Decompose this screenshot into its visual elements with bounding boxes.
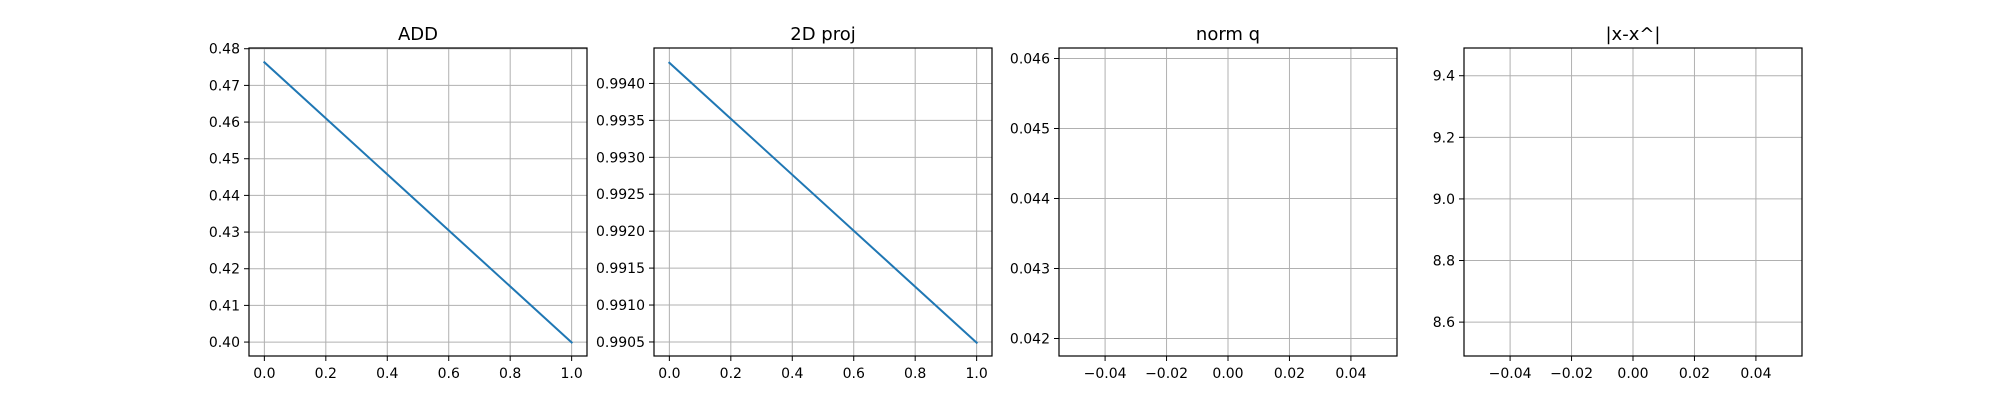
x-tick-label: 0.6 (843, 366, 865, 382)
x-tick-label: 0.2 (720, 366, 742, 382)
x-tick-label: 0.6 (438, 366, 460, 382)
axes-frame (653, 47, 993, 357)
y-tick-label: 0.9930 (596, 150, 645, 166)
y-tick-label: 0.44 (209, 188, 240, 204)
y-tick-label: 9.4 (1433, 69, 1455, 85)
y-tick-label: 0.046 (1010, 52, 1050, 68)
x-tick-label: 0.04 (1740, 366, 1771, 382)
x-tick-label: 0.2 (315, 366, 337, 382)
y-tick-label: 0.45 (209, 152, 240, 168)
y-tick-label: 0.46 (209, 115, 240, 131)
y-tick-label: 0.043 (1010, 262, 1050, 278)
chart-title: ADD (398, 24, 438, 45)
y-tick-label: 9.2 (1433, 130, 1455, 146)
y-tick-label: 0.48 (209, 42, 240, 58)
x-tick-label: 0.02 (1274, 366, 1305, 382)
x-tick-label: 0.8 (499, 366, 521, 382)
x-tick-label: 0.0 (253, 366, 275, 382)
y-tick-label: 0.43 (209, 225, 240, 241)
y-tick-label: 0.042 (1010, 332, 1050, 348)
y-tick-label: 0.9920 (596, 224, 645, 240)
chart-title: |x-x^| (1605, 24, 1660, 45)
chart-2d-proj: 2D proj 0.0 0.2 0.4 0.6 0.8 1.0 0.9905 0.9910 0.… (596, 24, 993, 382)
x-tick-label: −0.02 (1145, 366, 1188, 382)
y-tick-label: 0.40 (209, 335, 240, 351)
y-tick-label: 0.9910 (596, 298, 645, 314)
y-tick-label: 0.9925 (596, 187, 645, 203)
x-tick-label: 0.0 (658, 366, 680, 382)
x-tick-label: 0.00 (1212, 366, 1243, 382)
y-tick-label: 0.41 (209, 298, 240, 314)
y-tick-label: 8.6 (1433, 315, 1455, 331)
y-tick-label: 9.0 (1433, 192, 1455, 208)
y-tick-label: 0.9905 (596, 335, 645, 351)
series-line (667, 61, 979, 345)
y-tick-label: 0.42 (209, 262, 240, 278)
x-tick-label: 0.8 (904, 366, 926, 382)
x-tick-label: 1.0 (561, 366, 583, 382)
x-tick-label: −0.04 (1084, 366, 1127, 382)
x-tick-label: 1.0 (966, 366, 988, 382)
y-tick-label: 0.045 (1010, 122, 1050, 138)
y-tick-label: 0.47 (209, 78, 240, 94)
axes-frame (248, 47, 588, 357)
y-tick-label: 0.9935 (596, 113, 645, 129)
chart-norm-q: norm q −0.04 −0.02 0.00 0.02 0.04 0.042 0.043 0… (1010, 24, 1398, 382)
x-tick-label: 0.4 (376, 366, 398, 382)
chart-title: norm q (1196, 24, 1260, 45)
x-tick-label: 0.00 (1617, 366, 1648, 382)
x-tick-label: 0.4 (781, 366, 803, 382)
chart-add: ADD 0.0 0.2 0.4 0.6 0.8 1.0 0.40 0.41 0.42 0.43 0.… (209, 24, 588, 382)
y-tick-label: 0.9940 (596, 76, 645, 92)
y-tick-label: 0.9915 (596, 261, 645, 277)
y-tick-label: 0.044 (1010, 192, 1050, 208)
chart-x-error: |x-x^| −0.04 −0.02 0.00 0.02 0.04 8.6 8.8 9.0 9.… (1433, 24, 1803, 382)
chart-title: 2D proj (790, 24, 855, 45)
series-line (262, 60, 574, 344)
x-tick-label: 0.02 (1679, 366, 1710, 382)
y-tick-label: 8.8 (1433, 254, 1455, 270)
x-tick-label: −0.02 (1550, 366, 1593, 382)
x-tick-label: 0.04 (1335, 366, 1366, 382)
x-tick-label: −0.04 (1489, 366, 1532, 382)
